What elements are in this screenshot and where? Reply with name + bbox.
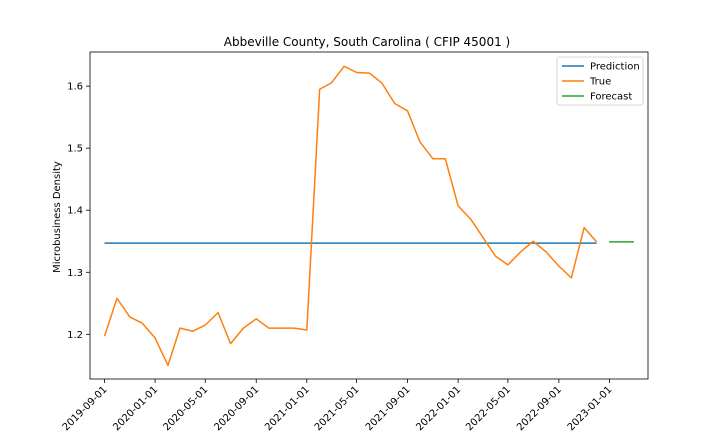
x-tick-label: 2020-09-01 <box>212 384 261 432</box>
x-tick-label: 2022-01-01 <box>414 384 463 432</box>
y-tick-label: 1.5 <box>67 144 83 155</box>
series-layer <box>103 65 634 367</box>
legend-label-true: True <box>589 77 611 88</box>
x-tick-label: 2020-05-01 <box>161 384 210 432</box>
x-tick-label: 2021-09-01 <box>364 384 413 432</box>
legend-label-forecast: Forecast <box>590 92 632 103</box>
y-axis: 1.2 1.3 1.4 1.5 1.6 <box>67 82 90 341</box>
y-tick-label: 1.6 <box>67 82 83 93</box>
y-tick-label: 1.3 <box>67 268 83 279</box>
x-tick-label: 2019-09-01 <box>61 384 110 432</box>
x-tick-label: 2021-05-01 <box>313 384 362 432</box>
x-tick-label: 2023-01-01 <box>566 384 615 432</box>
x-axis: 2019-09-01 2020-01-01 2020-05-01 2020-09-01… <box>61 379 615 432</box>
x-tick-label: 2020-01-01 <box>111 384 160 432</box>
x-tick-label: 2021-01-01 <box>263 384 312 432</box>
legend-box <box>556 56 644 106</box>
x-tick-label: 2022-09-01 <box>515 384 564 432</box>
y-axis-label: Microbusiness Density <box>52 161 63 273</box>
chart-title: Abbeville County, South Carolina ( CFIP … <box>224 35 510 49</box>
series-line-true <box>103 65 598 367</box>
y-tick-label: 1.2 <box>67 330 83 341</box>
x-tick-label: 2022-05-01 <box>464 384 513 432</box>
y-tick-label: 1.4 <box>67 206 83 217</box>
plot-frame <box>89 51 649 380</box>
legend: Prediction True Forecast <box>556 56 644 106</box>
legend-label-prediction: Prediction <box>590 62 640 73</box>
